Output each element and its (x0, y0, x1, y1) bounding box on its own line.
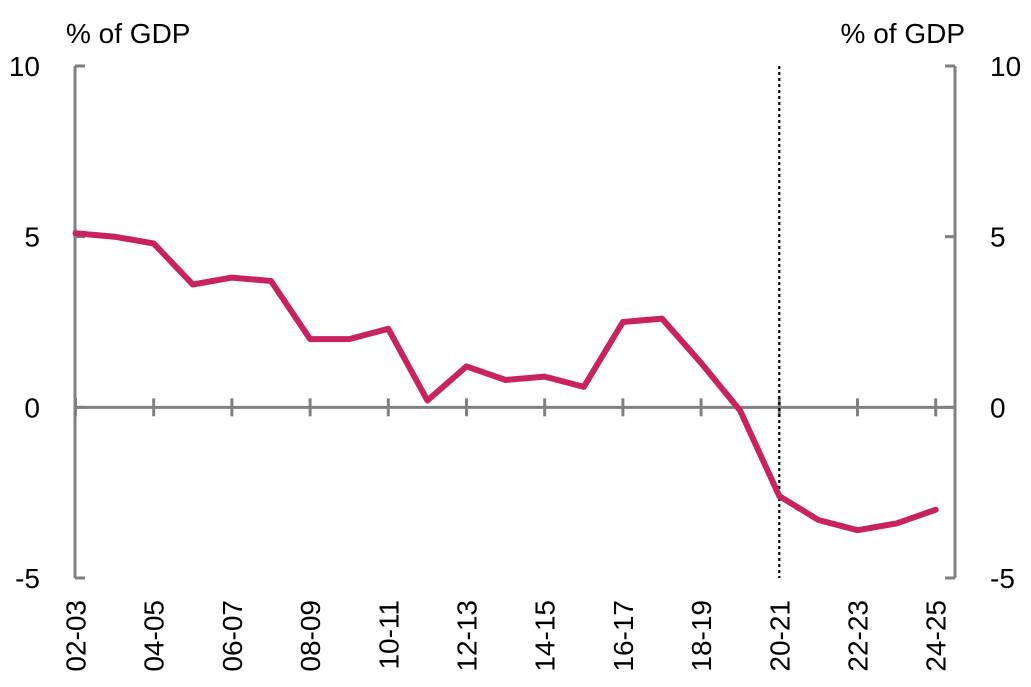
y-tick-label-right: 5 (990, 222, 1006, 253)
y-tick-label-left: 10 (9, 51, 40, 82)
x-tick-label: 06-07 (217, 600, 248, 672)
x-tick-label: 22-23 (843, 600, 874, 672)
x-tick-label: 08-09 (295, 600, 326, 672)
x-tick-label: 18-19 (686, 600, 717, 672)
y-tick-label-left: -5 (15, 563, 40, 594)
y-tick-label-right: -5 (990, 563, 1015, 594)
x-tick-label: 24-25 (921, 600, 952, 672)
x-tick-label: 14-15 (530, 600, 561, 672)
x-tick-label: 16-17 (608, 600, 639, 672)
y-tick-label-left: 5 (24, 222, 40, 253)
series-line (72, 230, 939, 534)
x-tick-label: 04-05 (139, 600, 170, 672)
x-tick-label: 12-13 (452, 600, 483, 672)
x-tick-label: 20-21 (764, 600, 795, 672)
y-tick-label-left: 0 (24, 392, 40, 423)
y-axis-unit-right: % of GDP (840, 18, 965, 49)
y-axis-unit-left: % of GDP (66, 18, 191, 49)
x-tick-label: 02-03 (61, 600, 92, 672)
y-tick-label-right: 10 (990, 51, 1021, 82)
y-tick-label-right: 0 (990, 392, 1006, 423)
x-tick-label: 10-11 (373, 600, 404, 670)
